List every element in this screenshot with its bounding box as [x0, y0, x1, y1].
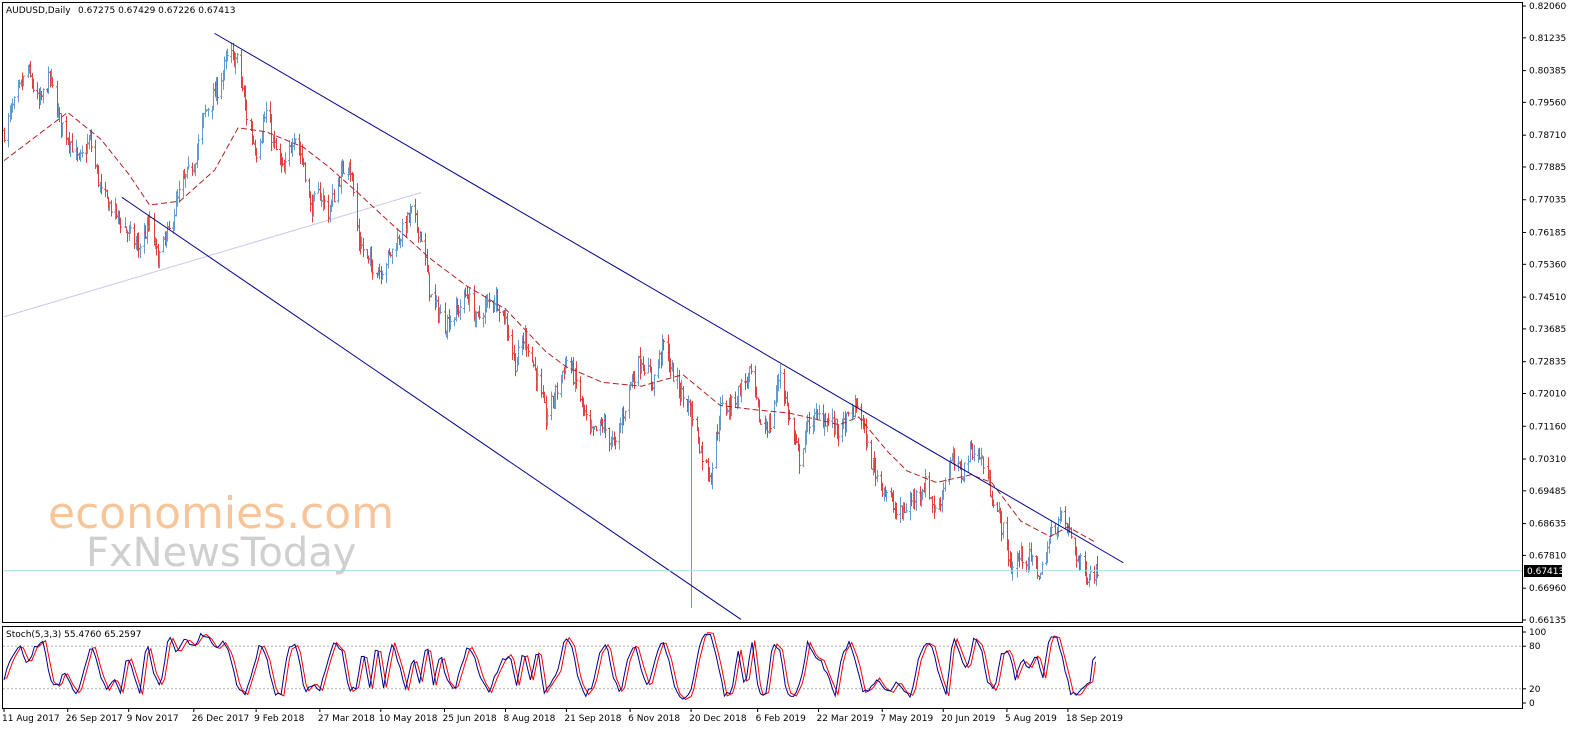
x-tick-label: 10 May 2018: [379, 714, 438, 724]
y-tick-label: 0.78710: [1529, 131, 1566, 141]
price-tag-box: [1524, 565, 1562, 577]
axes-layer: 0.82060 0.81235 0.80385 0.79560 0.78710 0.778…: [2, 2, 1566, 724]
y-tick-label: 0.80385: [1529, 67, 1566, 77]
y-tick-label: 0.76185: [1529, 229, 1566, 239]
y-tick-label: 0.67810: [1529, 551, 1566, 561]
y-tick-label: 0.74510: [1529, 293, 1566, 303]
y-tick-label: 0.75360: [1529, 260, 1566, 270]
stoch-pane-frame: [2, 626, 1523, 709]
stoch-tick-label: 100: [1529, 628, 1546, 638]
x-tick-label: 20 Dec 2018: [689, 714, 747, 724]
y-tick-label: 0.77885: [1529, 163, 1566, 173]
stoch-tick-label: 80: [1529, 642, 1541, 652]
y-tick-label: 0.71160: [1529, 422, 1566, 432]
aux-line-layer: [3, 192, 422, 318]
x-tick-label: 6 Feb 2019: [756, 714, 807, 724]
x-tick-label: 25 Jun 2018: [443, 714, 497, 724]
ohlc-label: 0.67275 0.67429 0.67226 0.67413: [78, 6, 235, 16]
y-tick-label: 0.82060: [1529, 2, 1566, 12]
x-tick-label: 22 Mar 2019: [817, 714, 874, 724]
y-tick-label: 0.73685: [1529, 325, 1566, 335]
main-pane-frame: [2, 2, 1523, 623]
support-trendline: [3, 192, 422, 318]
y-tick-label: 0.79560: [1529, 98, 1566, 108]
x-tick-label: 9 Feb 2018: [254, 714, 305, 724]
y-tick-label: 0.66960: [1529, 584, 1566, 594]
x-tick-label: 27 Mar 2018: [318, 714, 375, 724]
stoch-tick-label: 0: [1529, 699, 1535, 709]
x-tick-label: 11 Aug 2017: [2, 714, 60, 724]
symbol-label: AUDUSD,Daily: [6, 6, 71, 16]
x-tick-label: 7 May 2019: [880, 714, 933, 724]
watermark-fxnewstoday: FxNewsToday: [86, 530, 356, 576]
y-tick-label: 0.66135: [1529, 616, 1566, 626]
x-tick-label: 5 Aug 2019: [1005, 714, 1057, 724]
y-tick-label: 0.68635: [1529, 520, 1566, 530]
price-tag: 0.67413: [1527, 567, 1564, 577]
channel-upper-line[interactable]: [214, 32, 1124, 564]
stoch-signal-line: [4, 632, 1097, 701]
x-tick-label: 18 Sep 2019: [1066, 714, 1123, 724]
y-tick-label: 0.72010: [1529, 389, 1566, 399]
x-tick-label: 26 Dec 2017: [192, 714, 250, 724]
stoch-main-line: [3, 632, 1096, 700]
stoch-header: Stoch(5,3,3) 55.4760 65.2597: [6, 630, 141, 640]
y-tick-label: 0.81235: [1529, 34, 1566, 44]
x-tick-label: 8 Aug 2018: [503, 714, 555, 724]
channel-layer[interactable]: [121, 32, 1124, 620]
moving-average-layer: [3, 111, 1096, 543]
y-tick-label: 0.72835: [1529, 358, 1566, 368]
channel-lower-line[interactable]: [121, 196, 742, 620]
x-tick-label: 9 Nov 2017: [127, 714, 179, 724]
watermark-economies: economies.com: [48, 488, 394, 539]
y-tick-label: 0.77035: [1529, 196, 1566, 206]
x-tick-label: 26 Sep 2017: [66, 714, 123, 724]
y-tick-label: 0.70310: [1529, 455, 1566, 465]
stoch-tick-label: 20: [1529, 685, 1541, 695]
x-tick-label: 6 Nov 2018: [628, 714, 680, 724]
x-tick-label: 21 Sep 2018: [564, 714, 621, 724]
y-tick-label: 0.69485: [1529, 487, 1566, 497]
x-tick-label: 20 Jun 2019: [941, 714, 995, 724]
candles-layer: [3, 42, 1099, 608]
moving-average-line: [3, 111, 1096, 543]
stochastic-layer: 100 80 20 0: [3, 628, 1546, 709]
